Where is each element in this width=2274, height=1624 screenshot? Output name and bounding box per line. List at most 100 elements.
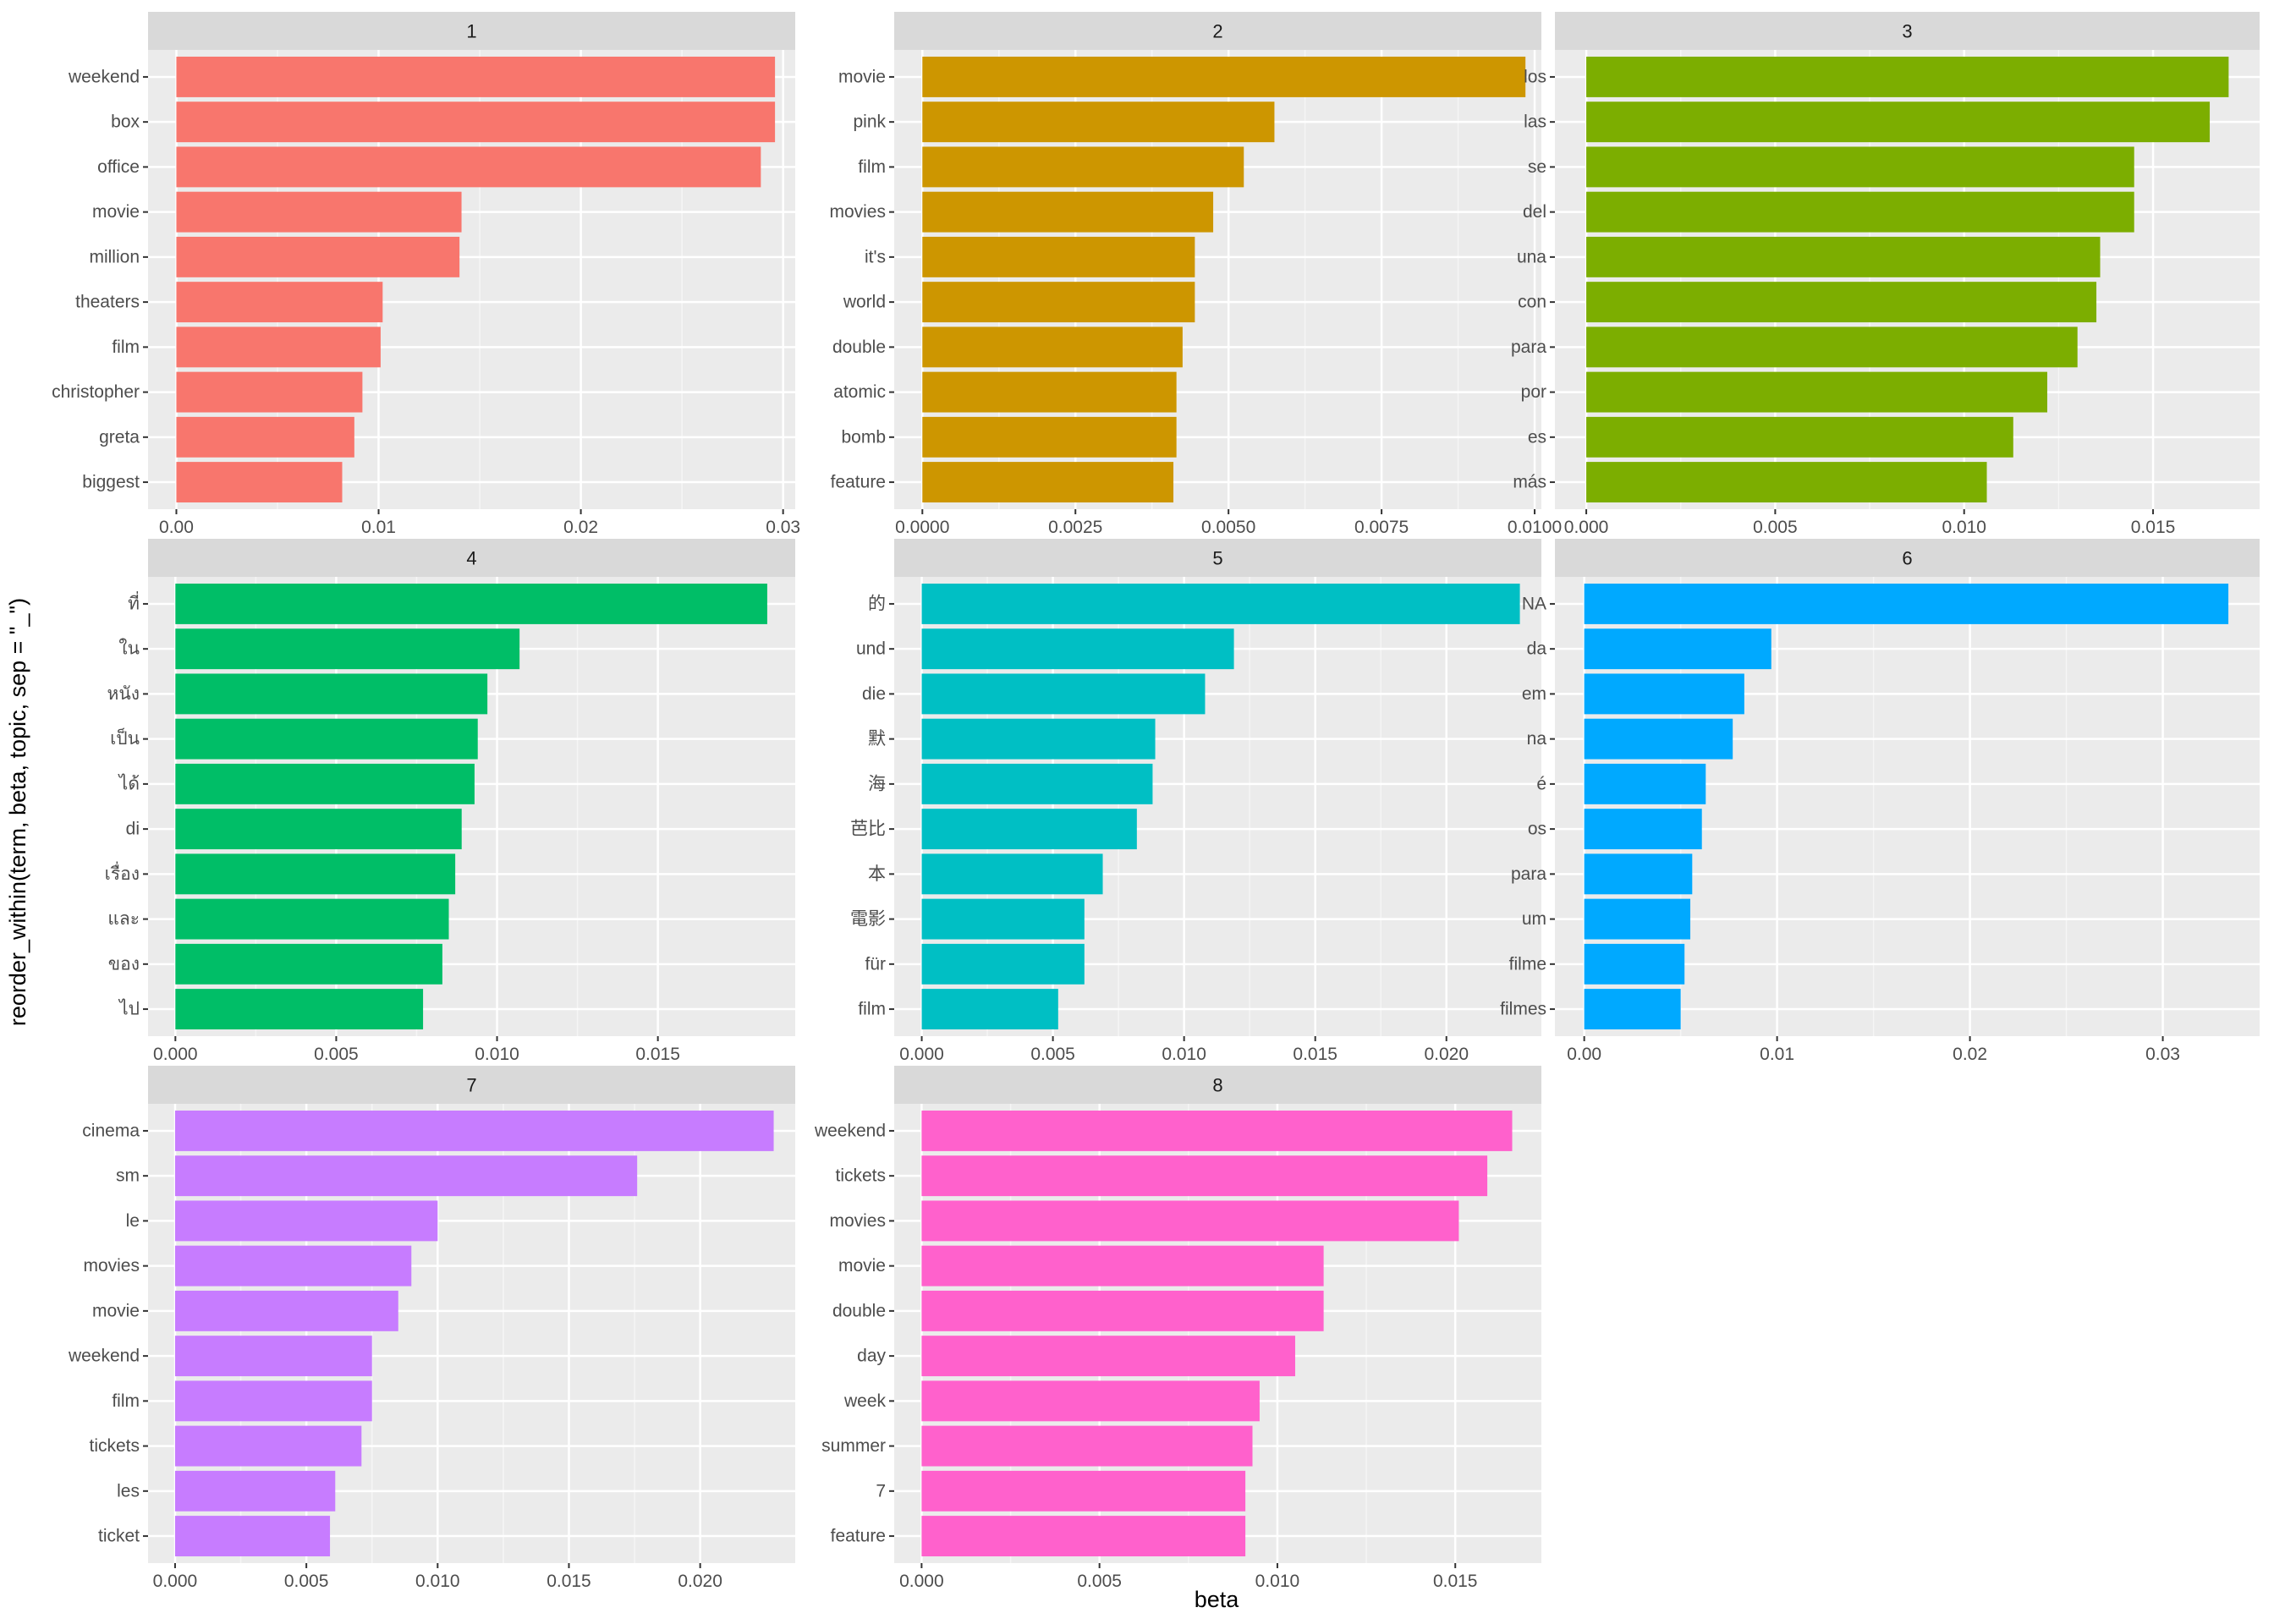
y-tick-label: con — [1518, 293, 1546, 312]
y-tick-label: 7 — [876, 1481, 886, 1501]
y-tick-label: world — [843, 293, 886, 312]
y-tick-label: di — [126, 820, 140, 839]
bar — [921, 583, 1520, 624]
y-tick-label: feature — [831, 1527, 886, 1546]
x-tick-label: 0.015 — [635, 1045, 680, 1064]
bar — [1584, 943, 1685, 985]
facet-panel-8: 8 weekend tickets movies movie double day week s… — [814, 1066, 1541, 1591]
bar — [176, 56, 776, 97]
y-tick-label: las — [1524, 112, 1546, 132]
x-tick-label: 0.01 — [361, 518, 396, 537]
y-tick-label: atomic — [833, 382, 886, 402]
y-tick-label: เรื่อง — [105, 861, 140, 884]
bar — [921, 1290, 1324, 1331]
bar — [921, 853, 1103, 895]
y-tick-label: pink — [853, 112, 886, 132]
y-tick-label: na — [1527, 729, 1547, 749]
y-tick-label: cinema — [82, 1121, 140, 1140]
y-tick-label: movie — [92, 1301, 140, 1320]
facet-strip — [148, 1066, 795, 1104]
x-tick-label: 0.0100 — [1508, 518, 1562, 537]
y-tick-label: หนัง — [107, 684, 140, 704]
y-tick-label: sm — [116, 1166, 140, 1186]
x-axis-title: beta — [1195, 1587, 1240, 1612]
bar — [175, 718, 478, 760]
bar — [1584, 763, 1706, 804]
bar — [174, 1245, 412, 1287]
y-tick-label: million — [89, 247, 140, 266]
bar — [174, 1110, 774, 1151]
y-tick-label: christopher — [52, 382, 140, 402]
x-tick-label: 0.000 — [153, 1572, 198, 1591]
x-tick-label: 0.005 — [284, 1572, 329, 1591]
facet-strip — [894, 539, 1541, 577]
y-tick-label: day — [857, 1347, 886, 1366]
bar — [175, 943, 442, 985]
y-tick-label: tickets — [89, 1436, 140, 1456]
facet-strip — [148, 539, 795, 577]
x-tick-label: 0.010 — [415, 1572, 460, 1591]
x-tick-label: 0.000 — [899, 1045, 944, 1064]
x-tick-label: 0.000 — [1564, 518, 1609, 537]
bar — [921, 718, 1156, 760]
x-tick-label: 0.010 — [475, 1045, 519, 1064]
y-tick-label: os — [1528, 820, 1546, 839]
y-tick-label: ticket — [98, 1527, 140, 1546]
bar — [176, 102, 776, 143]
x-tick-label: 0.02 — [1953, 1045, 1987, 1064]
bar — [922, 102, 1275, 143]
x-tick-label: 0.015 — [547, 1572, 591, 1591]
bar — [1586, 102, 2211, 143]
y-tick-label: ของ — [108, 954, 140, 974]
bar — [1584, 898, 1691, 940]
bar — [1586, 371, 2047, 413]
bar — [921, 628, 1234, 670]
bar — [174, 1155, 638, 1197]
y-tick-label: film — [112, 1391, 140, 1411]
bar — [1586, 282, 2097, 323]
facet-strip — [894, 12, 1541, 50]
bar — [921, 1245, 1324, 1287]
facet-panels: 1 weekend box office movie million theaters fil… — [52, 12, 2260, 1591]
facet-strip-label: 7 — [466, 1075, 476, 1096]
bar — [176, 282, 383, 323]
bar — [1584, 853, 1693, 895]
bar — [921, 1155, 1488, 1197]
x-tick-label: 0.015 — [1433, 1572, 1478, 1591]
bar — [921, 1470, 1246, 1512]
x-tick-label: 0.005 — [1753, 518, 1798, 537]
bar — [921, 1425, 1253, 1467]
y-tick-label: it's — [865, 247, 886, 266]
x-tick-label: 0.005 — [314, 1045, 359, 1064]
x-tick-label: 0.03 — [2145, 1045, 2180, 1064]
y-tick-label: summer — [821, 1436, 886, 1456]
y-tick-label: más — [1513, 473, 1546, 492]
y-tick-label: es — [1528, 427, 1546, 447]
bar — [175, 583, 767, 624]
y-tick-label: filmes — [1500, 1000, 1546, 1019]
bar — [921, 809, 1137, 850]
bar — [175, 809, 462, 850]
bar — [1584, 628, 1771, 670]
bar — [921, 1516, 1246, 1557]
y-tick-label: por — [1521, 382, 1546, 402]
y-tick-label: ที่ — [128, 590, 140, 613]
bar — [921, 1380, 1260, 1422]
bar — [175, 673, 488, 715]
y-tick-label: die — [862, 684, 886, 704]
x-tick-label: 0.010 — [1255, 1572, 1300, 1591]
y-tick-label: และ — [107, 909, 140, 929]
bar — [174, 1425, 362, 1467]
y-tick-label: NA — [1522, 594, 1546, 613]
bar — [1584, 989, 1681, 1030]
facet-strip — [1555, 539, 2260, 577]
facet-panel-1: 1 weekend box office movie million theaters fil… — [52, 12, 800, 537]
y-tick-label: box — [111, 112, 140, 132]
facet-panel-6: 6 NA da em na é os para um filme filmes 0.00 0.01 0.0… — [1500, 539, 2260, 1064]
bar — [174, 1470, 336, 1512]
y-tick-label: filme — [1509, 954, 1546, 974]
y-tick-label: für — [865, 954, 886, 974]
bar — [174, 1336, 372, 1377]
